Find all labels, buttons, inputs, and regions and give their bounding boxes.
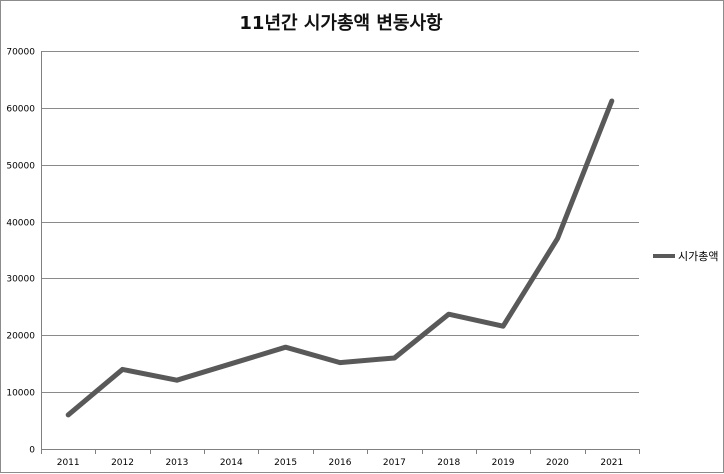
chart-title: 11년간 시가총액 변동사항 (239, 13, 443, 34)
legend-label: 시가총액 (678, 250, 719, 263)
y-tick-label: 10000 (6, 389, 35, 399)
y-tick-label: 0 (29, 446, 35, 456)
x-tick-label: 2012 (111, 458, 134, 468)
x-tick-label: 2011 (57, 458, 80, 468)
legend-swatch (653, 254, 675, 258)
y-tick-label: 50000 (6, 162, 35, 172)
y-tick-label: 70000 (6, 48, 35, 58)
y-tick-label: 30000 (6, 275, 35, 285)
x-tick-label: 2021 (600, 458, 623, 468)
x-tick-label: 2015 (274, 458, 297, 468)
y-tick-label: 40000 (6, 219, 35, 229)
x-tick-label: 2013 (165, 458, 188, 468)
x-tick-label: 2014 (220, 458, 243, 468)
x-tick-label: 2020 (546, 458, 569, 468)
x-tick-label: 2016 (329, 458, 352, 468)
y-tick-label: 60000 (6, 105, 35, 115)
series-line (65, 98, 615, 418)
x-tick-label: 2019 (492, 458, 515, 468)
legend: 시가총액 (653, 248, 718, 264)
y-tick-label: 20000 (6, 332, 35, 342)
x-tick-label: 2017 (383, 458, 406, 468)
x-tick-label: 2018 (437, 458, 460, 468)
